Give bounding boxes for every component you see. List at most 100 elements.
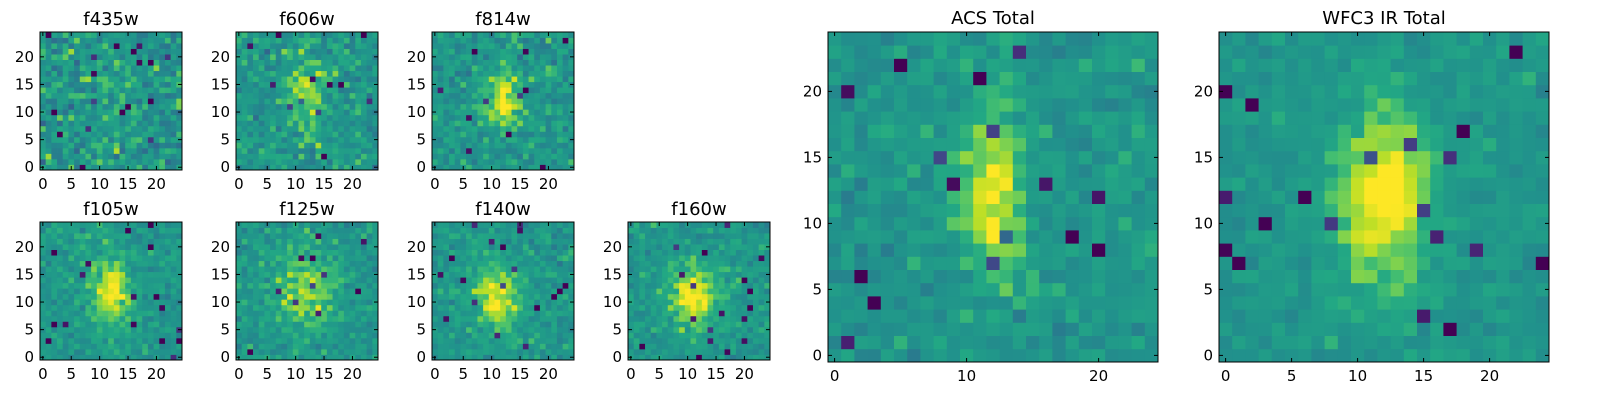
heatmap-cell [164, 326, 172, 333]
heatmap-cell [494, 288, 501, 295]
heatmap-cell [477, 147, 484, 154]
heatmap-cell [79, 233, 86, 239]
heatmap-cell [253, 255, 260, 262]
heatmap-cell [372, 120, 379, 127]
heatmap-cell [483, 321, 490, 328]
heatmap-cell [51, 282, 58, 289]
heatmap-cell [170, 343, 177, 350]
heatmap-cell [281, 70, 288, 77]
y-tick-label: 5 [416, 131, 426, 149]
heatmap-cell [667, 348, 674, 355]
heatmap-cell [432, 147, 439, 154]
heatmap-cell [247, 114, 254, 121]
heatmap-cell [539, 54, 546, 60]
heatmap-cell [673, 260, 680, 267]
heatmap-cell [483, 109, 490, 116]
heatmap-cell [164, 321, 172, 328]
heatmap-cell [96, 136, 103, 143]
heatmap-cell [270, 92, 277, 99]
heatmap-cell [372, 103, 379, 110]
heatmap-cell [1118, 203, 1132, 218]
heatmap-cell [528, 114, 535, 121]
heatmap-cell [460, 48, 467, 55]
heatmap-cell [946, 309, 961, 323]
heatmap-cell [355, 354, 362, 361]
heatmap-cell [443, 87, 450, 94]
heatmap-cell [505, 32, 512, 38]
heatmap-cell [287, 293, 294, 300]
heatmap-cell [241, 164, 248, 171]
heatmap-cell [40, 103, 47, 110]
heatmap-cell [650, 326, 657, 333]
heatmap-cell [241, 354, 248, 361]
heatmap-cell [534, 87, 541, 94]
heatmap-cell [102, 37, 109, 44]
heatmap-cell [119, 48, 126, 55]
heatmap-cell [437, 37, 444, 44]
heatmap-cell [315, 299, 322, 306]
heatmap-cell [270, 76, 277, 83]
heatmap-cell [545, 81, 552, 88]
heatmap-cell [747, 282, 754, 289]
heatmap-cell [51, 288, 58, 295]
heatmap-cell [68, 238, 75, 245]
heatmap-cell [281, 32, 288, 38]
heatmap-cell [321, 153, 328, 160]
heatmap-cell [1105, 256, 1119, 270]
heatmap-cell [752, 315, 760, 322]
heatmap-cell [176, 222, 183, 228]
heatmap-cell [258, 103, 265, 110]
heatmap-cell [562, 299, 569, 306]
heatmap-cell [483, 147, 490, 154]
heatmap-cell [241, 337, 248, 344]
heatmap-cell [556, 337, 564, 344]
heatmap-cell [454, 348, 461, 355]
heatmap-cell [1039, 190, 1053, 204]
heatmap-cell [650, 304, 657, 311]
heatmap-cell [432, 43, 439, 49]
heatmap-cell [500, 59, 507, 66]
heatmap-cell [332, 76, 339, 83]
heatmap-cell [338, 114, 345, 121]
heatmap-cell [707, 321, 714, 328]
y-tick-label: 15 [407, 75, 426, 93]
heatmap-cell [147, 315, 154, 322]
heatmap-cell [562, 348, 569, 355]
heatmap-cell [656, 310, 663, 317]
heatmap-cell [522, 255, 529, 262]
x-tick-label: 20 [147, 175, 166, 193]
heatmap-cell [488, 321, 495, 328]
heatmap-cell [466, 125, 473, 132]
heatmap-cell [372, 158, 379, 165]
heatmap-cell [315, 227, 322, 234]
heatmap-cell [119, 147, 126, 154]
heatmap-cell [466, 222, 473, 228]
heatmap-cell [713, 255, 720, 262]
heatmap-cell [454, 277, 461, 284]
heatmap-cell [170, 142, 177, 149]
heatmap-cell [113, 48, 120, 55]
heatmap-cell [628, 288, 635, 295]
heatmap-cell [449, 310, 456, 317]
heatmap-cell [946, 335, 961, 350]
heatmap-cell [432, 120, 439, 127]
heatmap-cell [164, 332, 172, 339]
heatmap-cell [366, 70, 373, 77]
heatmap-cell [494, 109, 501, 116]
heatmap-cell [51, 260, 58, 267]
heatmap-cell [79, 142, 86, 149]
heatmap-cell [343, 142, 350, 149]
heatmap-cell [264, 266, 271, 273]
heatmap-cell [57, 103, 64, 110]
heatmap-cell [511, 227, 518, 234]
heatmap-cell [321, 43, 328, 49]
heatmap-cell [1039, 243, 1053, 257]
heatmap-cell [933, 177, 948, 191]
heatmap-cell [730, 348, 737, 355]
heatmap-cell [528, 70, 535, 77]
heatmap-cell [164, 288, 172, 295]
heatmap-cell [349, 147, 356, 154]
heatmap-cell [517, 288, 524, 295]
heatmap-cell [713, 238, 720, 245]
heatmap-cell [349, 310, 356, 317]
